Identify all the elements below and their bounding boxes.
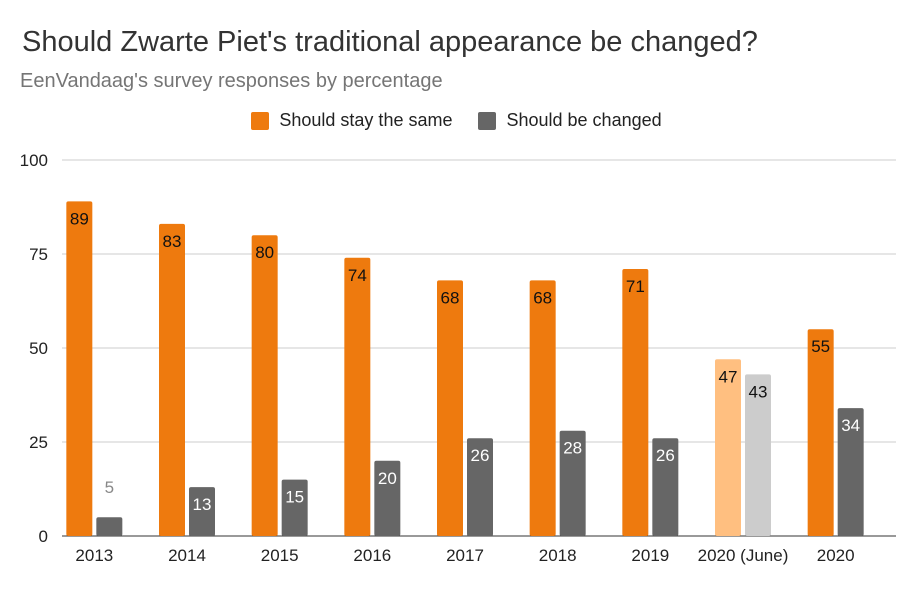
bar-stay-same-2020: [807, 329, 834, 536]
y-tick-label-50: 50: [29, 339, 48, 358]
y-tick-label-75: 75: [29, 245, 48, 264]
bar-stay-same-2020-june-: [715, 359, 741, 536]
bar-stay-same-2013: [66, 201, 93, 537]
bar-changed-2018: [559, 430, 586, 536]
x-tick-label-2017: 2017: [446, 546, 484, 565]
bar-stay-same-2018: [529, 280, 556, 536]
legend-label-stay-same: Should stay the same: [279, 110, 453, 130]
bar-changed-2020: [837, 408, 864, 536]
data-label-stay-same-2019: 71: [626, 277, 645, 296]
data-label-changed-2016: 20: [378, 469, 397, 488]
chart-title: Should Zwarte Piet's traditional appeara…: [22, 26, 758, 58]
bar-changed-2016: [374, 460, 401, 536]
data-label-changed-2018: 28: [563, 439, 582, 458]
legend-swatch-stay-same: [251, 111, 270, 130]
y-tick-label-25: 25: [29, 433, 48, 452]
bar-stay-same-2019: [622, 269, 649, 536]
x-tick-label-2014: 2014: [168, 546, 206, 565]
bar-stay-same-2014: [159, 223, 185, 537]
data-label-changed-2015: 15: [285, 488, 304, 507]
y-tick-label-100: 100: [20, 151, 48, 170]
bar-changed-2014: [189, 487, 215, 536]
data-label-changed-2013: 5: [105, 478, 114, 497]
legend-item-stay-same: Should stay the same: [251, 110, 452, 131]
bar-stay-same-2016: [344, 257, 371, 536]
legend-swatch-changed: [478, 111, 497, 130]
data-label-stay-same-2020: 55: [811, 337, 830, 356]
x-tick-label-2016: 2016: [353, 546, 391, 565]
data-label-stay-same-2013: 89: [70, 209, 89, 228]
legend: Should stay the same Should be changed: [0, 110, 913, 131]
data-label-changed-2020-june-: 43: [749, 382, 768, 401]
data-label-changed-2020: 34: [841, 416, 860, 435]
bar-stay-same-2015: [251, 235, 278, 536]
chart-subtitle: EenVandaag's survey responses by percent…: [20, 70, 443, 92]
x-tick-label-2020-june-: 2020 (June): [698, 546, 789, 565]
data-label-stay-same-2020-june-: 47: [719, 367, 738, 386]
data-label-stay-same-2015: 80: [255, 243, 274, 262]
bar-changed-2015: [281, 479, 308, 536]
bar-changed-2019: [652, 438, 679, 536]
data-label-changed-2014: 13: [193, 495, 212, 514]
bar-stay-same-2017: [437, 280, 463, 536]
x-tick-label-2013: 2013: [75, 546, 113, 565]
bar-changed-2017: [467, 438, 493, 536]
data-label-stay-same-2017: 68: [441, 288, 460, 307]
data-label-stay-same-2018: 68: [533, 288, 552, 307]
x-tick-label-2018: 2018: [539, 546, 577, 565]
legend-item-changed: Should be changed: [478, 110, 662, 131]
x-tick-label-2015: 2015: [261, 546, 299, 565]
bar-changed-2020-june-: [745, 374, 771, 536]
data-label-changed-2019: 26: [656, 446, 675, 465]
y-tick-label-0: 0: [39, 527, 48, 546]
data-label-changed-2017: 26: [471, 446, 490, 465]
x-tick-label-2019: 2019: [631, 546, 669, 565]
bar-changed-2013: [96, 517, 123, 536]
x-tick-label-2020: 2020: [817, 546, 855, 565]
data-label-stay-same-2016: 74: [348, 266, 367, 285]
legend-label-changed: Should be changed: [506, 110, 662, 130]
data-label-stay-same-2014: 83: [163, 232, 182, 251]
